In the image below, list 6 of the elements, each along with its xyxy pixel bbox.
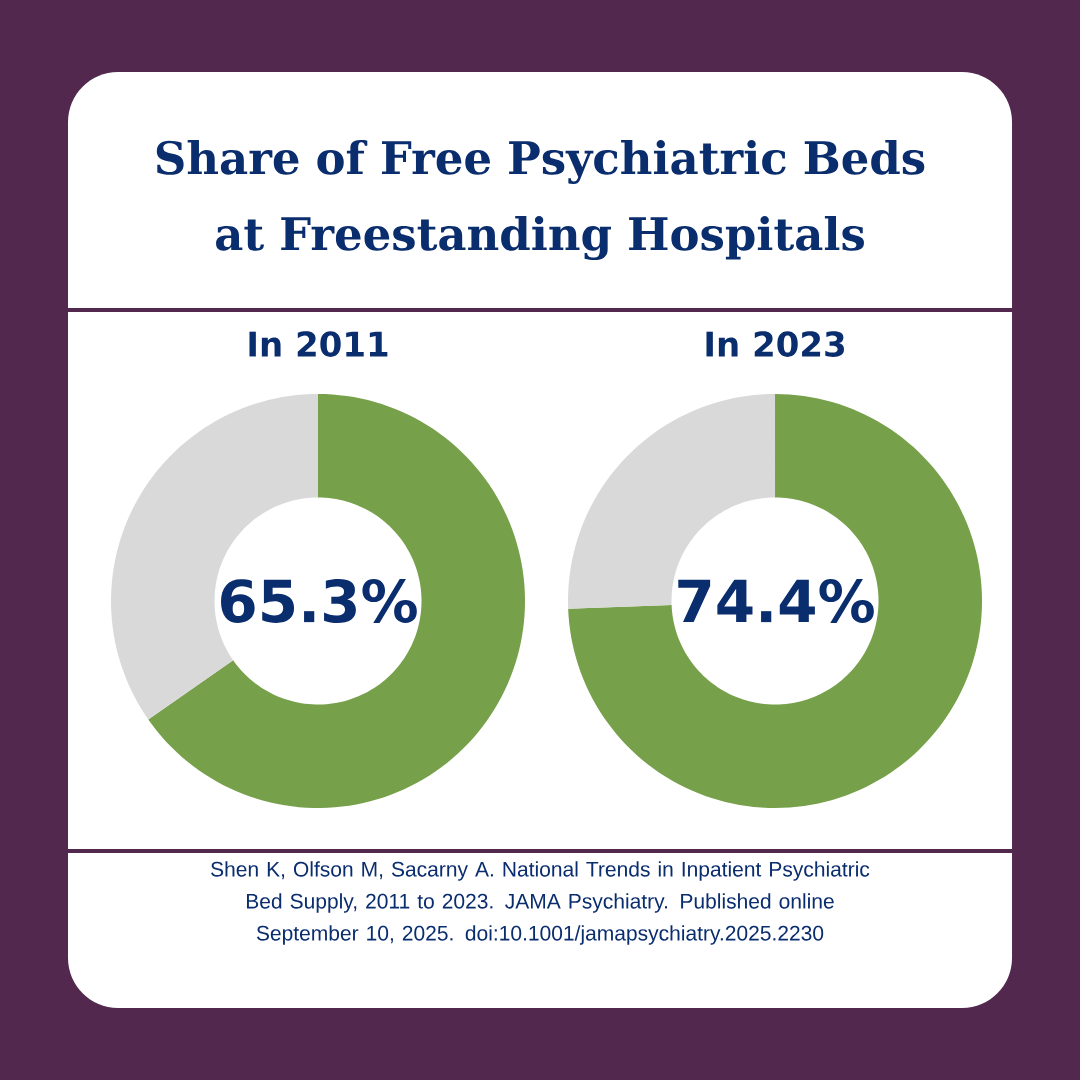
chart-title: In 2023: [706, 331, 844, 357]
text: Share of Free Psychiatric Beds at Freestanding Hospitals: [156, 139, 925, 261]
data-label: 65.3%: [221, 579, 417, 623]
chart-title: In 2011: [249, 331, 388, 357]
data-label: 74.4%: [678, 579, 874, 623]
text: Shen K, Olfson M, Sacarny A. National Trends in Inpatient Psychiatric Bed Supply, 2011 to 2023. JAMA Psychiatry. Published online September 10, 2025. doi:10.1001/jamapsychiatry.2025.2230: [211, 861, 870, 945]
